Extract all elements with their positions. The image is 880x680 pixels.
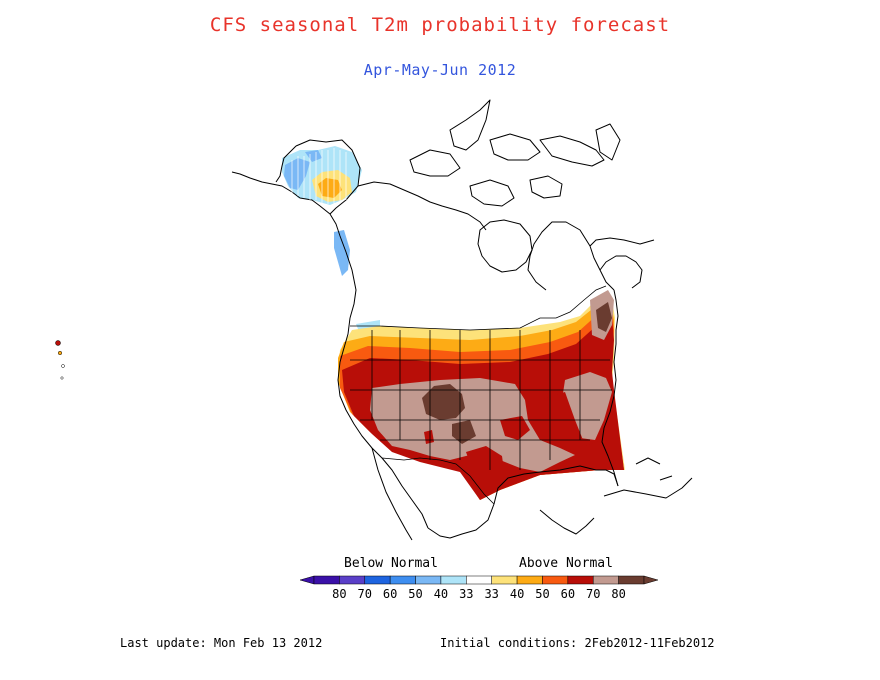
- northeast-coastline: [527, 221, 655, 291]
- forecast-shading: [282, 146, 625, 500]
- alaska-hatching: [291, 148, 347, 204]
- legend-swatch: [618, 575, 645, 585]
- central-dark-red-pocket: [500, 416, 530, 440]
- canada-north-coast: [357, 181, 487, 231]
- panhandle-blue-area: [334, 230, 350, 276]
- legend-swatch: [415, 575, 442, 585]
- map-subtitle: Apr-May-Jun 2012: [363, 61, 517, 79]
- legend-arrow-right: [643, 575, 659, 585]
- legend-swatch: [592, 575, 619, 585]
- legend-swatch: [364, 575, 391, 585]
- legend-below-label: Below Normal: [344, 556, 438, 571]
- coastlines: [231, 99, 693, 541]
- legend-swatch: [389, 575, 416, 585]
- legend-tick-label: 70: [586, 587, 600, 601]
- us-canada-border: [350, 285, 607, 331]
- central-brown-area: [422, 384, 465, 420]
- gulf-coastline: [427, 465, 619, 539]
- legend-above-label: Above Normal: [519, 556, 613, 571]
- baja-coastline: [371, 447, 413, 541]
- legend-tick-label: 60: [561, 587, 575, 601]
- legend-swatch: [313, 575, 340, 585]
- legend-swatch: [516, 575, 543, 585]
- northeast-brown-area: [596, 302, 612, 332]
- us-mexico-border: [381, 457, 495, 505]
- alaska-blue-strip: [305, 150, 322, 162]
- southeast-dark-red-band: [540, 392, 585, 452]
- legend-tick-label: 33: [484, 587, 498, 601]
- legend-tick-label: 33: [459, 587, 473, 601]
- alaska-coastline: [231, 139, 361, 319]
- hudson-bay: [477, 219, 533, 273]
- florida-dark-red-area: [585, 440, 612, 470]
- legend-colorbar: 80 70 60 50 40 33 33 40 50 60 70 80: [299, 575, 659, 601]
- legend-tick-label: 50: [535, 587, 549, 601]
- legend-tick-label: 80: [332, 587, 346, 601]
- legend-swatch: [542, 575, 569, 585]
- legend-swatch: [466, 575, 492, 585]
- southwest-brown-area: [452, 420, 476, 444]
- west-coastline: [337, 317, 429, 529]
- legend-tick-label: 60: [383, 587, 397, 601]
- legend-arrow-left: [299, 575, 315, 585]
- legend-tick-label: 40: [434, 587, 448, 601]
- caribbean-islands: [603, 457, 693, 499]
- legend-swatch: [440, 575, 467, 585]
- us-tan-area: [370, 378, 575, 472]
- legend-swatch: [491, 575, 518, 585]
- political-borders: [350, 285, 612, 505]
- east-coastline: [601, 289, 619, 487]
- alaska-orange-area: [318, 178, 342, 198]
- legend-tick-label: 80: [611, 587, 625, 601]
- legend-tick-label: 50: [408, 587, 422, 601]
- legend-swatch: [339, 575, 366, 585]
- legend-tick-label: 40: [510, 587, 524, 601]
- nm-dark-red-pocket: [424, 430, 434, 444]
- last-update-text: Last update: Mon Feb 13 2012: [120, 636, 323, 650]
- initial-conditions-text: Initial conditions: 2Feb2012-11Feb2012: [440, 636, 715, 650]
- legend-swatch: [567, 575, 594, 585]
- texas-dark-red-pocket: [466, 446, 505, 496]
- hawaii-islands: [55, 340, 65, 380]
- map-title: CFS seasonal T2m probability forecast: [209, 14, 671, 36]
- arctic-islands: [409, 99, 605, 207]
- legend-tick-label: 70: [358, 587, 372, 601]
- greenland-coast: [595, 123, 621, 161]
- state-lines: [350, 330, 612, 470]
- central-america: [539, 509, 595, 535]
